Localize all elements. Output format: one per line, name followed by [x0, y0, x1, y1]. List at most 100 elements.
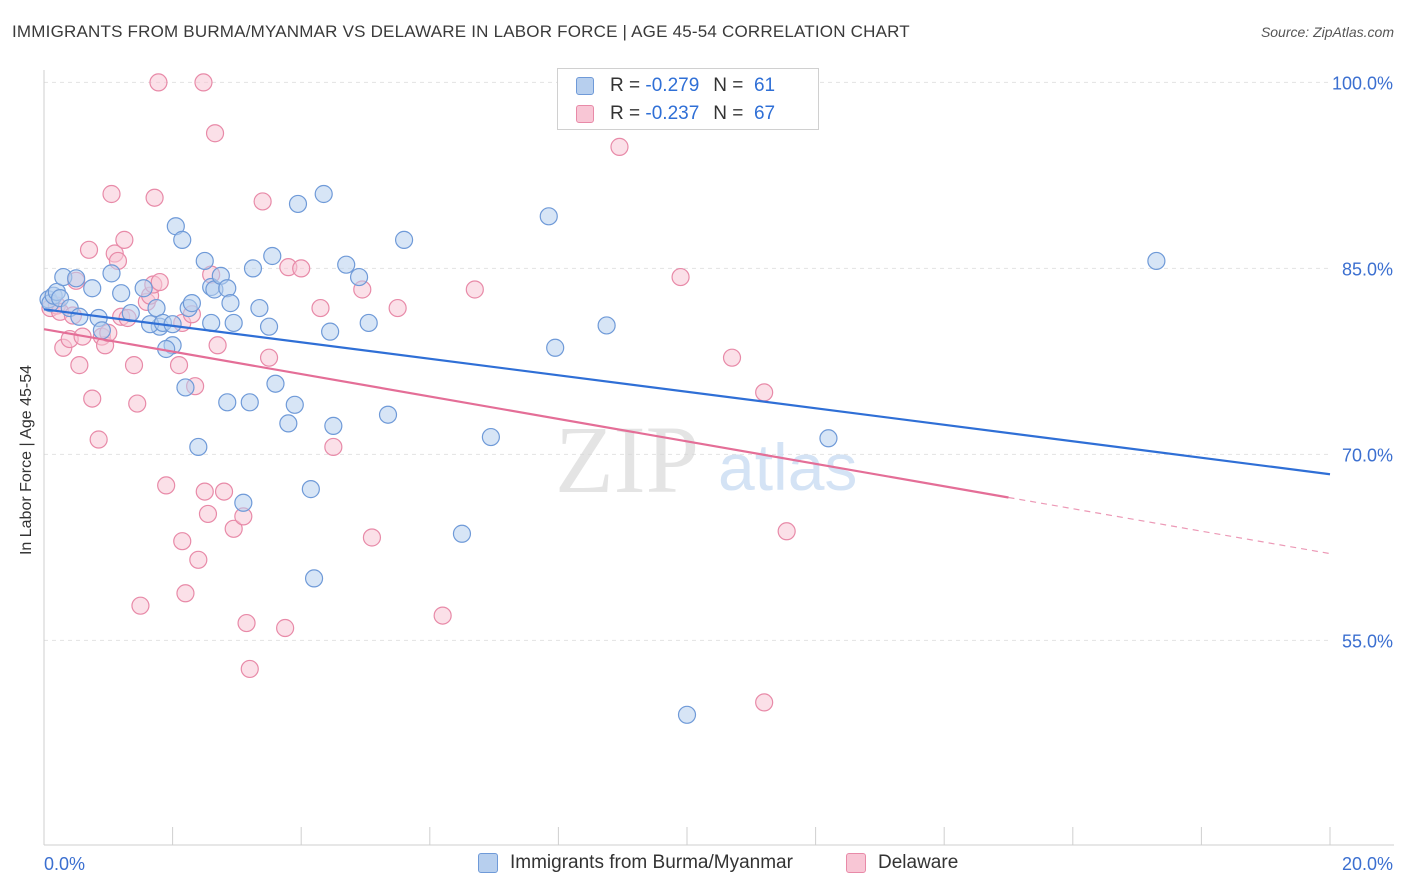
pink-point [198, 504, 218, 524]
blue-point [539, 207, 558, 226]
pink-point [89, 430, 108, 449]
legend-blue-label: Immigrants from Burma/Myanmar [510, 852, 793, 873]
pink-point [205, 124, 225, 143]
blue-point [279, 414, 298, 433]
blue-point [285, 395, 304, 414]
blue-point [394, 230, 414, 249]
blue-point [195, 251, 214, 271]
blue-point [250, 298, 269, 318]
pink-point [237, 613, 256, 633]
blue-point [301, 480, 320, 499]
blue-point [182, 294, 201, 313]
blue-point [337, 255, 356, 274]
blue-point [314, 184, 333, 204]
pink-point [169, 356, 189, 375]
pink-r-value: -0.237 [645, 103, 700, 124]
blue-point [321, 322, 340, 341]
pink-point [324, 437, 343, 457]
pink-point [176, 584, 195, 603]
pink-point [79, 240, 99, 259]
blue-point [266, 374, 285, 393]
blue-point [173, 230, 192, 249]
pink-point [224, 519, 243, 538]
blue-point [67, 269, 86, 288]
blue-point [134, 279, 153, 298]
x-tick-label: 0.0% [44, 854, 85, 874]
pink-point [195, 482, 214, 501]
y-tick-label: 55.0% [1342, 631, 1393, 651]
y-tick-label: 70.0% [1342, 445, 1393, 465]
blue-point [452, 524, 472, 543]
pink-n-value: 67 [753, 103, 776, 124]
pink-point [362, 528, 382, 547]
blue-point [234, 493, 253, 512]
blue-point [112, 284, 131, 303]
blue-point [221, 294, 240, 313]
pink-point [755, 383, 774, 402]
watermark-zip: ZIP [555, 406, 699, 513]
pink-point [777, 522, 796, 541]
pink-n-label: N = [713, 103, 744, 124]
pink-point [276, 618, 295, 638]
blue-point [70, 307, 89, 326]
pink-r-label: R = [610, 103, 641, 124]
pink-trend-extension [1008, 496, 1331, 555]
pink-point [208, 336, 227, 355]
stats-row-pink: R = -0.237 N = 67 [576, 101, 775, 127]
stats-box: R = -0.279 N = 61 R = -0.237 N = 67 [557, 68, 819, 130]
pink-point [150, 272, 169, 292]
pink-point [259, 348, 279, 367]
pink-point [173, 532, 192, 551]
legend-item-burma[interactable]: Immigrants from Burma/Myanmar [478, 852, 793, 874]
axes [43, 70, 1394, 846]
blue-point [218, 279, 237, 298]
blue-point [240, 393, 259, 412]
pink-point [388, 298, 407, 318]
pink-point [722, 348, 742, 367]
burma-points [39, 184, 1166, 724]
blue-point [378, 405, 398, 424]
legend-item-delaware[interactable]: Delaware [846, 852, 958, 874]
pink-point [671, 267, 690, 287]
pink-point [128, 394, 147, 413]
pink-point [610, 137, 629, 156]
pink-point [189, 550, 208, 569]
pink-trend-line [43, 328, 1009, 499]
blue-point [304, 569, 324, 588]
blue-n-value: 61 [753, 75, 776, 96]
pink-point [253, 192, 272, 211]
y-tick-label: 85.0% [1342, 259, 1393, 279]
source-credit: Source: ZipAtlas.com [1260, 24, 1394, 40]
pink-point [240, 659, 259, 679]
pink-point [145, 188, 164, 207]
blue-trend-line [43, 308, 1331, 476]
stats-row-blue: R = -0.279 N = 61 [576, 73, 775, 99]
blue-r-label: R = [610, 75, 641, 96]
pink-point [214, 482, 234, 501]
blue-point [288, 194, 308, 214]
y-tick-label: 100.0% [1332, 73, 1393, 93]
delaware-points [41, 73, 796, 712]
blue-point [359, 313, 378, 333]
blue-point [819, 429, 838, 448]
gridlines [44, 81, 1330, 641]
blue-point [546, 338, 565, 357]
blue-point [597, 316, 616, 335]
blue-point [263, 246, 282, 266]
trend-lines [43, 308, 1331, 555]
blue-point [243, 259, 263, 278]
blue-point [481, 427, 500, 447]
pink-point [124, 356, 144, 375]
pink-point [102, 184, 121, 204]
blue-n-label: N = [713, 75, 744, 96]
blue-swatch [576, 77, 594, 95]
pink-point [194, 73, 213, 92]
pink-point [157, 476, 176, 495]
pink-point [83, 389, 102, 408]
blue-point [102, 264, 121, 283]
legend-pink-label: Delaware [878, 852, 959, 873]
pink-point [149, 73, 168, 92]
blue-r-value: -0.279 [645, 75, 700, 96]
pink-point [755, 693, 774, 712]
blue-point [224, 313, 243, 333]
